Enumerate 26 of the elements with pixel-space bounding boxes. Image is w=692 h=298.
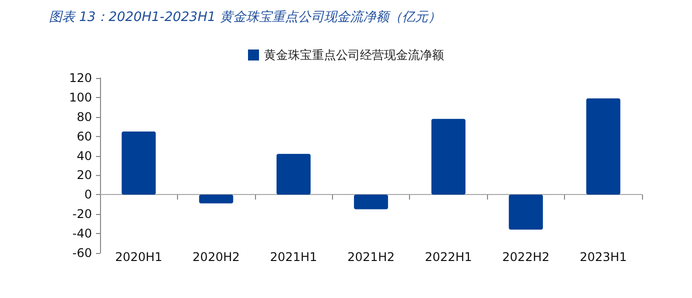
bar xyxy=(354,194,388,210)
bar xyxy=(199,194,234,204)
y-tick-label: -60 xyxy=(72,246,92,260)
y-tick-label: 40 xyxy=(76,148,92,163)
bar xyxy=(431,118,466,195)
x-tick-label: 2020H1 xyxy=(115,250,162,264)
bar xyxy=(586,98,620,195)
chart-title: 图表 13：2020H1-2023H1 黄金珠宝重点公司现金流净额（亿元） xyxy=(49,9,441,25)
y-tick-label: -40 xyxy=(72,226,92,241)
x-tick-label: 2021H1 xyxy=(270,250,318,264)
bar xyxy=(276,154,311,195)
x-tick-label: 2020H2 xyxy=(192,250,240,264)
y-tick-label: 0 xyxy=(84,188,92,202)
y-tick-label: 120 xyxy=(69,71,92,85)
y-tick-label: 20 xyxy=(76,168,92,182)
x-tick-label: 2022H1 xyxy=(424,250,472,264)
y-tick-label: 60 xyxy=(76,129,92,144)
legend-label: 黄金珠宝重点公司经营现金流净额 xyxy=(264,48,444,62)
x-tick-label: 2023H1 xyxy=(580,250,627,264)
bar xyxy=(122,131,156,195)
y-tick-label: 100 xyxy=(69,90,92,104)
bar xyxy=(508,194,543,230)
x-tick-label: 2022H2 xyxy=(502,250,550,264)
x-tick-label: 2021H2 xyxy=(347,250,395,264)
y-tick-label: 80 xyxy=(76,110,92,124)
y-tick-label: -20 xyxy=(72,207,92,222)
